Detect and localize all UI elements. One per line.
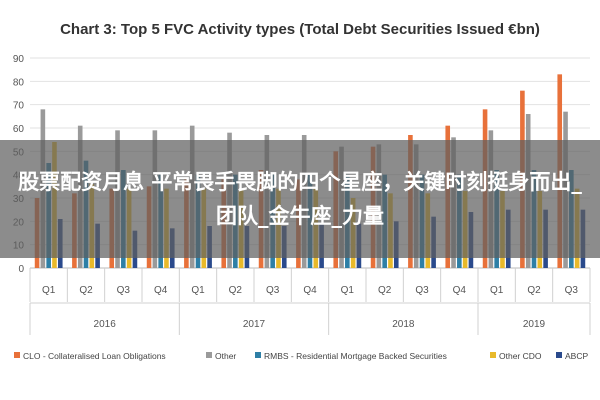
legend-swatch [14,352,20,358]
legend-label: Other CDO [499,351,542,361]
year-label: 2017 [243,319,266,330]
year-label: 2019 [523,319,546,330]
x-tick-label: Q2 [229,285,243,296]
legend-label: CLO - Collateralised Loan Obligations [23,351,166,361]
year-label: 2016 [94,319,117,330]
y-tick-label: 0 [18,264,24,275]
x-axis-ticks: Q1 Q2 Q3 Q4 Q1 Q2 Q3 Q4 Q1 Q2 Q3 Q4 Q1 Q2 Q3 2016 2017 20… [29,268,591,335]
x-tick-label: Q4 [154,285,168,296]
y-tick-label: 90 [13,54,25,65]
legend-label: RMBS - Residential Mortgage Backed Secur… [264,351,447,361]
chart-title: Chart 3: Top 5 FVC Activity types (Total… [60,21,540,38]
x-tick-label: Q2 [527,285,541,296]
x-tick-label: Q3 [415,285,429,296]
legend-swatch [490,352,496,358]
legend: CLO - Collateralised Loan Obligations Oth… [14,351,588,361]
legend-swatch [206,352,212,358]
x-tick-label: Q3 [266,285,280,296]
x-tick-label: Q3 [117,285,131,296]
x-tick-label: Q2 [378,285,392,296]
y-tick-label: 80 [13,77,25,88]
x-tick-label: Q1 [341,285,355,296]
overlay-banner: 股票配资月息 平常畏手畏脚的四个星座，关键时刻挺身而出_团队_金牛座_力量 [0,140,600,258]
x-tick-label: Q3 [565,285,579,296]
x-tick-label: Q1 [490,285,504,296]
x-tick-label: Q4 [453,285,467,296]
legend-label: Other [215,351,236,361]
y-tick-label: 60 [13,124,25,135]
overlay-banner-text: 股票配资月息 平常畏手畏脚的四个星座，关键时刻挺身而出_团队_金牛座_力量 [18,170,582,228]
x-tick-label: Q1 [191,285,205,296]
x-tick-label: Q1 [42,285,56,296]
year-label: 2018 [392,319,415,330]
x-tick-label: Q2 [79,285,93,296]
y-tick-label: 70 [13,101,25,112]
x-tick-label: Q4 [303,285,317,296]
legend-label: ABCP [565,351,588,361]
legend-swatch [556,352,562,358]
legend-swatch [255,352,261,358]
